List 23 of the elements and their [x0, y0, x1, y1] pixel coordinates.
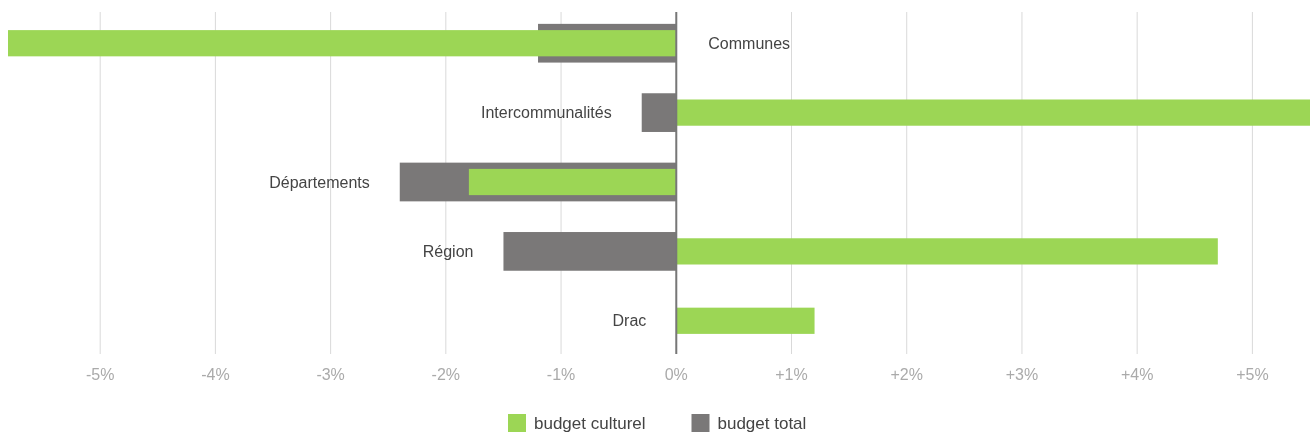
x-tick-label: -1% [546, 366, 576, 383]
y-tick-label: Région [422, 242, 474, 260]
y-tick-label: Drac [612, 312, 647, 330]
y-tick-label: Départements [269, 173, 370, 191]
x-tick-label: +1% [775, 366, 808, 383]
x-tick-label: +4% [1120, 366, 1154, 383]
y-tick-label: Intercommunalités [481, 104, 612, 122]
x-tick-label: +5% [1236, 366, 1269, 383]
legend-label: budget total [717, 413, 807, 432]
bar [676, 238, 1218, 265]
x-tick-label: -5% [85, 366, 115, 383]
y-tick-label: Communes [708, 34, 791, 52]
x-tick-label: -2% [431, 366, 461, 383]
legend-label: budget culturel [534, 413, 646, 432]
x-tick-label: +3% [1005, 366, 1039, 383]
bar [676, 307, 815, 334]
bar [676, 99, 1310, 126]
bar [468, 168, 677, 196]
x-tick-label: 0% [664, 366, 688, 383]
x-tick-label: -3% [316, 366, 345, 383]
x-tick-label: -4% [201, 366, 230, 383]
x-tick-label: +2% [890, 366, 923, 383]
bar [8, 30, 677, 57]
